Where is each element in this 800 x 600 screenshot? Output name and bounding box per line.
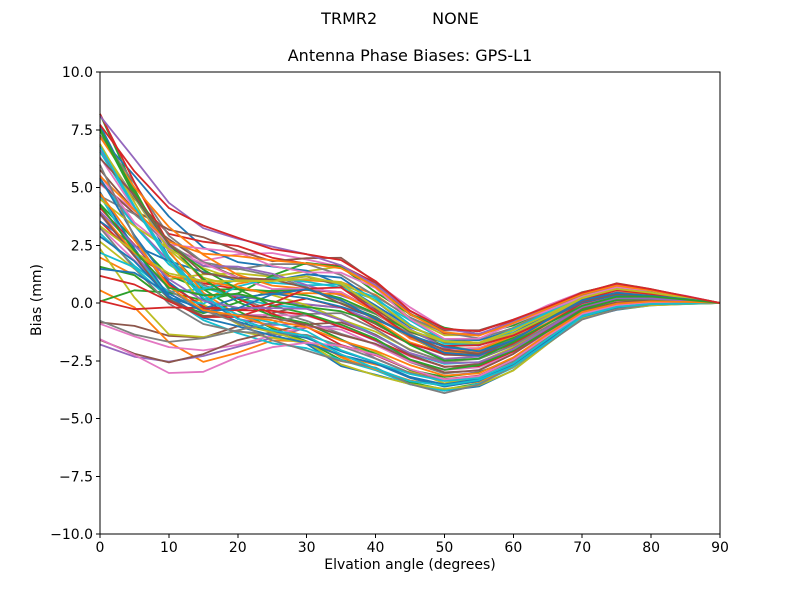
suptitle-radome-name: NONE — [432, 9, 479, 28]
y-axis-label: Bias (mm) — [29, 263, 45, 337]
x-tick-label: 20 — [229, 540, 247, 556]
bias-curve — [99, 192, 721, 377]
y-tick-label: 2.5 — [71, 238, 93, 254]
bias-curve — [99, 124, 721, 333]
bias-curve — [99, 210, 721, 364]
suptitle-receiver-name: TRMR2 — [321, 9, 378, 28]
bias-curve — [99, 225, 721, 344]
y-tick-label: 5.0 — [71, 181, 93, 197]
bias-curve — [99, 129, 721, 371]
y-tick-label: 10.0 — [62, 65, 93, 81]
y-tick-label: 7.5 — [71, 123, 93, 139]
x-tick-label: 10 — [160, 540, 178, 556]
bias-curve — [99, 113, 721, 391]
bias-curve — [99, 268, 721, 353]
bias-curve — [99, 286, 721, 347]
x-tick-label: 70 — [573, 540, 591, 556]
x-tick-label: 80 — [642, 540, 660, 556]
y-tick-label: −10.0 — [50, 527, 93, 543]
y-tick-label: −7.5 — [59, 469, 93, 485]
bias-curve — [99, 175, 721, 337]
y-tick-label: 0.0 — [71, 296, 93, 312]
y-tick-label: −2.5 — [59, 354, 93, 370]
bias-curve — [99, 301, 721, 381]
x-tick-label: 50 — [436, 540, 454, 556]
x-tick-label: 0 — [96, 540, 105, 556]
bias-curve — [99, 204, 721, 362]
bias-curve — [99, 156, 721, 340]
x-tick-label: 40 — [367, 540, 385, 556]
x-tick-label: 90 — [711, 540, 729, 556]
bias-curve — [99, 151, 720, 382]
x-tick-label: 30 — [298, 540, 316, 556]
x-tick-label: 60 — [504, 540, 522, 556]
chart-title: Antenna Phase Biases: GPS-L1 — [287, 46, 533, 65]
x-axis-label: Elvation angle (degrees) — [324, 557, 496, 573]
y-tick-label: −5.0 — [59, 412, 93, 428]
suptitle: TRMR2 NONE — [0, 9, 800, 28]
